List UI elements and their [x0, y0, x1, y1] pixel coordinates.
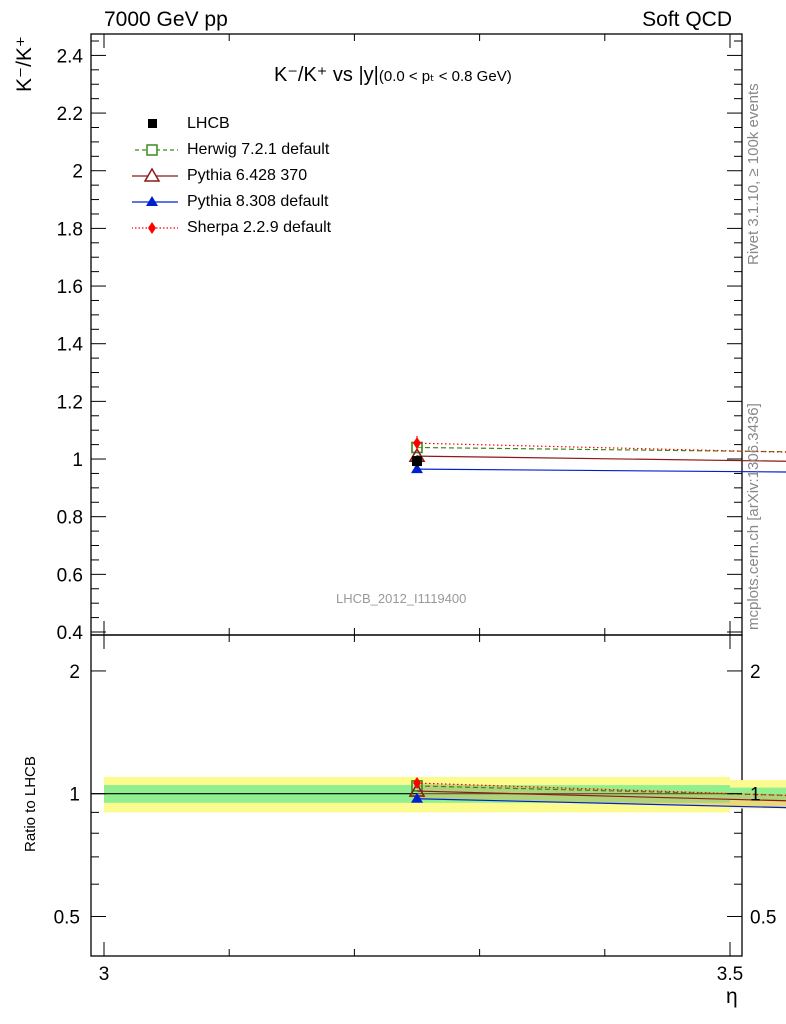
header-process: Soft QCD [642, 8, 732, 31]
plot-title: K⁻/K⁺ vs |y|(0.0 < pₜ < 0.8 GeV) [274, 62, 512, 87]
ratio-y-tick-label-right: 0.5 [750, 907, 776, 928]
main-y-tick-label: 0.4 [57, 623, 84, 644]
main-y-tick-label: 0.8 [57, 508, 83, 529]
ratio-y-tick-label: 0.5 [54, 907, 80, 928]
ratio-band-inner [730, 787, 786, 801]
main-y-tick-label: 0.6 [57, 565, 83, 586]
legend-label-herwig: Herwig 7.2.1 default [187, 141, 330, 158]
legend-marker-herwig [132, 144, 178, 156]
x-axis-label: η [726, 985, 738, 1008]
legend-marker-sherpa [132, 222, 178, 234]
ratio-series-line-pythia6 [416, 790, 786, 802]
main-point-lhcb [412, 456, 422, 467]
main-y-tick-label: 2.4 [57, 46, 84, 67]
ratio-point-pythia8 [411, 792, 423, 803]
x-tick-label: 3 [99, 964, 110, 985]
plot-title-main: K⁻/K⁺ vs |y| [274, 64, 379, 86]
analysis-watermark: LHCB_2012_I1119400 [336, 591, 467, 606]
main-series-line-pythia8 [416, 468, 786, 473]
main-point-sherpa [413, 437, 421, 450]
ratio-series-line-herwig [416, 785, 786, 796]
ratio-y-tick-label: 2 [69, 662, 80, 683]
ratio-y-tick-label-right: 1 [750, 785, 761, 806]
legend-label-sherpa: Sherpa 2.2.9 default [187, 219, 332, 236]
main-series-line-herwig [416, 446, 786, 453]
legend-label-pythia6: Pythia 6.428 370 [187, 167, 308, 184]
ratio-series-line-pythia8 [416, 798, 786, 809]
ratio-series-line-sherpa [416, 782, 786, 797]
main-y-tick-label: 1.2 [57, 392, 83, 413]
ratio-y-tick-label: 1 [69, 785, 80, 806]
main-y-tick-label: 2.2 [57, 104, 83, 125]
main-y-tick-label: 1.6 [57, 277, 83, 298]
rivet-info: Rivet 3.1.10, ≥ 100k events [745, 83, 762, 265]
mcplots-info: mcplots.cern.ch [arXiv:1306.3436] [745, 403, 762, 630]
main-panel: 0.4 0.6 0.8 1 1.2 1.4 1.6 1.8 2 2.2 2.4 [57, 33, 786, 644]
y-axis-label-ratio: Ratio to LHCB [22, 756, 39, 852]
main-y-tick-label: 2 [72, 162, 83, 183]
x-tick-label: 3.5 [717, 964, 743, 985]
main-point-pythia8 [411, 463, 423, 474]
header-energy: 7000 GeV pp [104, 8, 228, 31]
legend-label-pythia8: Pythia 8.308 default [187, 193, 329, 210]
ratio-point-sherpa [413, 777, 421, 790]
legend-marker-pythia6 [132, 167, 178, 182]
plot-title-cut: (0.0 < pₜ < 0.8 GeV) [378, 68, 512, 85]
y-axis-label-main: K⁻/K⁺ [13, 35, 36, 92]
main-series-line-pythia6 [416, 455, 786, 462]
main-y-tick-label: 1.8 [57, 219, 83, 240]
main-y-tick-label: 1 [72, 450, 83, 471]
legend-marker-pythia8 [132, 196, 178, 206]
ratio-y-tick-label-right: 2 [750, 662, 761, 683]
main-series-line-sherpa [416, 442, 786, 453]
legend-label-lhcb: LHCB [187, 115, 230, 132]
legend-marker-lhcb [148, 119, 157, 128]
main-y-tick-label: 1.4 [57, 335, 84, 356]
